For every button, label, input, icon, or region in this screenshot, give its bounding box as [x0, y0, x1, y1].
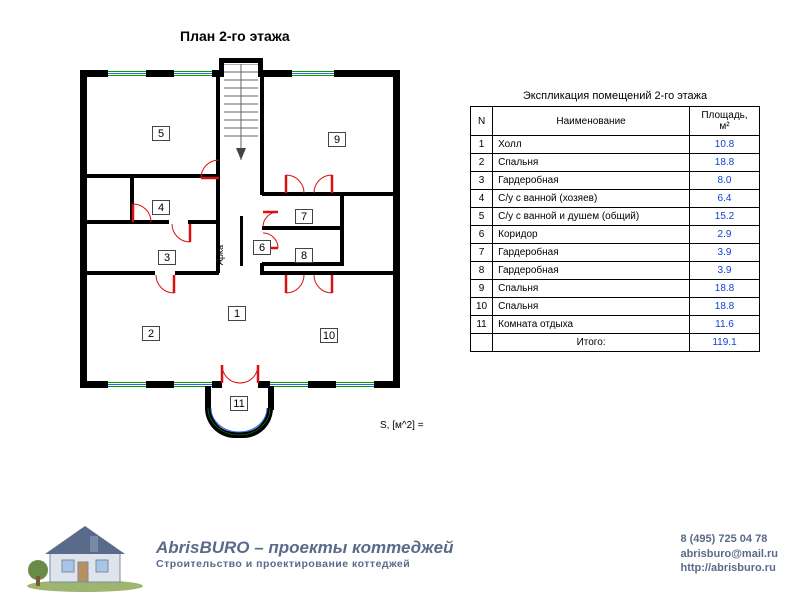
email: abrisburo@mail.ru	[680, 547, 778, 562]
table-row: 10Спальня18.8	[471, 298, 760, 316]
room-label-8: 8	[295, 248, 313, 263]
table-total-row: Итого:119.1	[471, 334, 760, 352]
room-table: N Наименование Площадь, м² 1Холл10.82Спа…	[470, 106, 760, 352]
brand-block: AbrisBURO – проекты коттеджей Строительс…	[156, 538, 454, 570]
col-name: Наименование	[493, 107, 690, 136]
table-row: 6Коридор2.9	[471, 226, 760, 244]
plan-title: План 2-го этажа	[180, 28, 290, 44]
table-row: 8Гардеробная3.9	[471, 262, 760, 280]
table-row: 5С/у с ванной и душем (общий)15.2	[471, 208, 760, 226]
room-schedule: Экспликация помещений 2-го этажа N Наиме…	[470, 90, 760, 352]
phone: 8 (495) 725 04 78	[680, 532, 778, 547]
room-label-11: 11	[230, 396, 248, 411]
contacts: 8 (495) 725 04 78 abrisburo@mail.ru http…	[680, 532, 778, 577]
room-label-9: 9	[328, 132, 346, 147]
table-row: 7Гардеробная3.9	[471, 244, 760, 262]
room-label-6: 6	[253, 240, 271, 255]
arch-label: Арка	[215, 245, 225, 265]
col-area: Площадь, м²	[690, 107, 760, 136]
brand-tagline: Строительство и проектирование коттеджей	[156, 558, 454, 570]
table-title: Экспликация помещений 2-го этажа	[470, 90, 760, 102]
house-logo-icon	[20, 514, 150, 594]
table-row: 4С/у с ванной (хозяев)6.4	[471, 190, 760, 208]
table-row: 11Комната отдыха11.6	[471, 316, 760, 334]
room-label-4: 4	[152, 200, 170, 215]
room-label-1: 1	[228, 306, 246, 321]
brand-title: AbrisBURO – проекты коттеджей	[156, 538, 454, 558]
room-label-7: 7	[295, 209, 313, 224]
area-formula-label: S, [м^2] =	[380, 420, 424, 431]
footer: AbrisBURO – проекты коттеджей Строительс…	[0, 520, 800, 588]
col-n: N	[471, 107, 493, 136]
website-url: http://abrisburo.ru	[680, 561, 778, 576]
table-row: 3Гардеробная8.0	[471, 172, 760, 190]
table-row: 1Холл10.8	[471, 136, 760, 154]
room-label-3: 3	[158, 250, 176, 265]
room-label-5: 5	[152, 126, 170, 141]
room-label-10: 10	[320, 328, 338, 343]
table-row: 2Спальня18.8	[471, 154, 760, 172]
room-label-2: 2	[142, 326, 160, 341]
table-row: 9Спальня18.8	[471, 280, 760, 298]
floor-plan: Арка 1 2 3 4 5 6 7 8 9 10 11	[80, 70, 400, 470]
